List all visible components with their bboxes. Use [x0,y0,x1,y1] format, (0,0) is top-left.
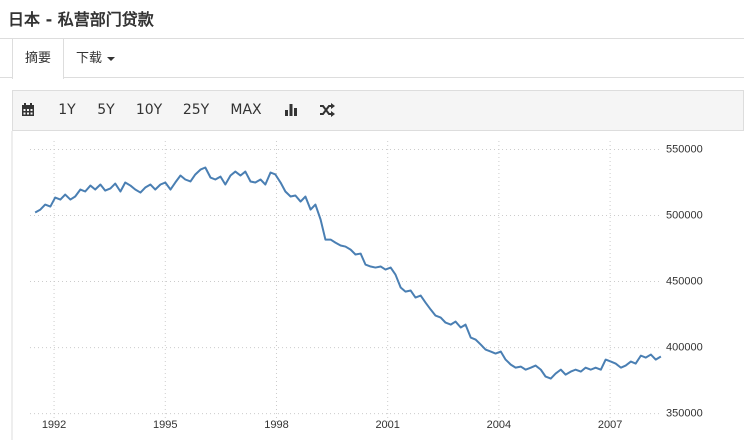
data-line [34,166,662,380]
y-tick-label: 400000 [666,341,703,353]
range-button[interactable]: 25Y [182,102,210,118]
chart-toolbar: 1Y 5Y 10Y 25Y MAX [12,90,744,131]
page-title: 日本 - 私营部门贷款 [8,10,154,29]
bar-chart-icon[interactable] [284,103,298,117]
range-button[interactable]: 1Y [58,102,76,118]
x-tick-label: 1998 [264,419,288,431]
chart: 350000 400000 450000 500000 550000 1992 1995 19… [11,131,703,440]
x-tick-label: 2001 [375,419,399,431]
x-tick-label: 2004 [487,419,511,431]
dropdown-caret [107,56,116,61]
y-tick-label: 500000 [666,209,703,221]
tab-bar: 摘要 下载 [0,38,744,79]
x-tick-label: 1995 [153,419,177,431]
x-tick-label: 2007 [598,419,622,431]
y-tick-label: 450000 [666,275,703,287]
tab-label: 下载 [76,51,103,66]
range-button[interactable]: MAX [230,102,262,118]
range-button[interactable]: 5Y [97,102,115,118]
calendar-icon[interactable] [21,103,35,117]
y-tick-label: 550000 [666,143,703,155]
y-tick-label: 350000 [666,407,703,419]
tab[interactable]: 摘要 [12,39,65,79]
tab[interactable]: 下载 [64,39,127,78]
shuffle-icon[interactable] [319,103,335,117]
x-tick-label: 1992 [42,419,66,431]
range-button[interactable]: 10Y [135,102,163,118]
